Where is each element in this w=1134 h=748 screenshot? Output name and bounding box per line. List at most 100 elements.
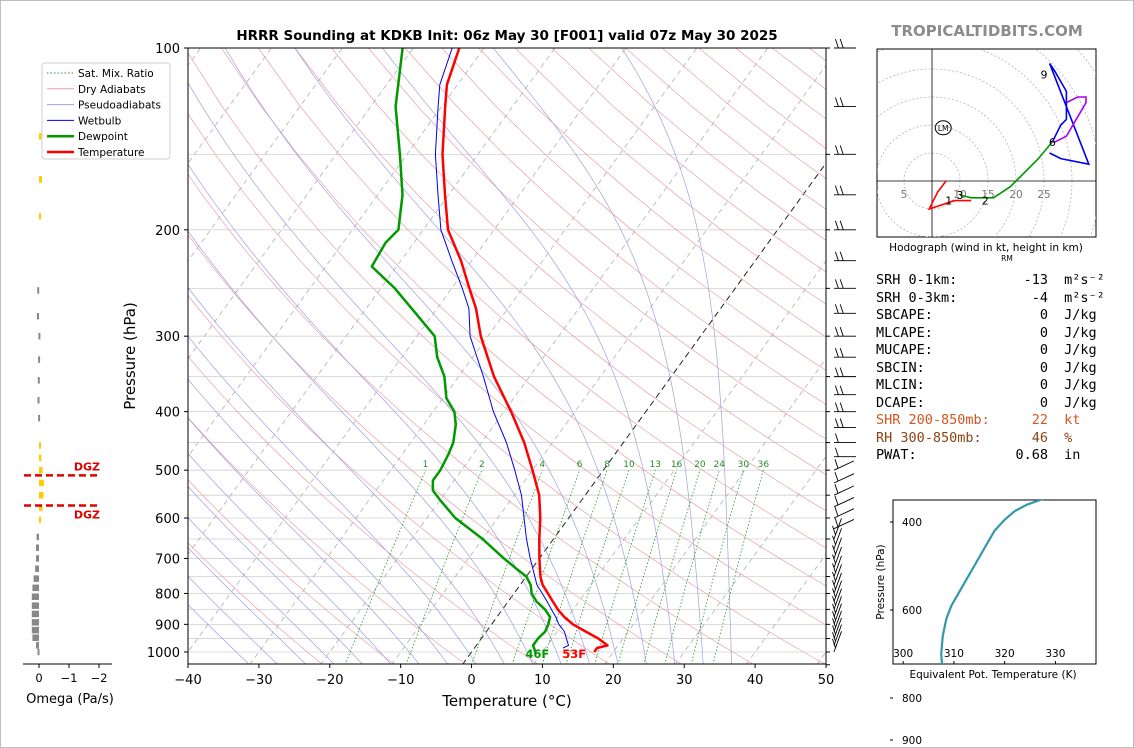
mixing-ratio-label: 16: [671, 460, 683, 470]
wind-barb: [834, 97, 856, 107]
isotherm-line: [188, 48, 414, 360]
index-label: RH 300-850mb:: [876, 429, 982, 446]
omega-bar: [32, 634, 39, 641]
index-row: RH 300-850mb: 46 %: [876, 430, 1106, 448]
hodograph-frame: [876, 48, 1097, 238]
pseudoadiabat: [188, 575, 278, 664]
mixing-ratio-line: [565, 470, 630, 664]
index-row: MLCAPE: 0 J/kg: [876, 325, 1106, 343]
mixing-ratio-label: 1: [423, 460, 429, 470]
theta-y-tick-label: 400: [902, 517, 922, 529]
theta-frame: [892, 499, 1097, 665]
dry-adiabat: [188, 479, 395, 664]
rm-label: RM: [1001, 254, 1013, 263]
hodograph-height-label: 2: [982, 195, 989, 208]
index-label: DCAPE:: [876, 394, 925, 411]
dry-adiabat: [188, 417, 467, 664]
dry-adiabat: [188, 52, 826, 626]
y-tick-label: 500: [155, 464, 180, 479]
omega-bar: [37, 648, 40, 656]
y-tick-label: 200: [155, 224, 180, 239]
x-tick-label: −10: [387, 673, 414, 688]
index-label: SRH 0-1km:: [876, 272, 958, 288]
omega-bar: [39, 466, 43, 474]
x-tick-label: −30: [245, 673, 272, 688]
index-value: 0 J/kg: [1040, 325, 1106, 343]
mixing-ratio-line: [617, 470, 677, 664]
isotherm-line: [604, 357, 826, 664]
legend-entry: Dry Adiabats: [78, 84, 146, 96]
wind-barb: [834, 304, 856, 314]
mixing-ratio-label: 20: [694, 460, 706, 470]
omega-tick-label: −2: [91, 671, 108, 685]
lm-marker: [934, 120, 952, 136]
mixing-ratio-line: [690, 470, 744, 664]
dry-adiabat: [188, 294, 611, 664]
chart-title: HRRR Sounding at KDKB Init: 06z May 30 […: [236, 28, 777, 44]
pseudoadiabat: [493, 48, 704, 664]
index-row: DCAPE: 0 J/kg: [876, 395, 1106, 413]
index-number: -4: [1031, 289, 1048, 306]
mixing-ratio-line: [344, 470, 426, 664]
index-row: SHR 200-850mb: 22 kt: [876, 412, 1106, 430]
wind-barb: [832, 631, 842, 653]
y-tick-label: 600: [155, 512, 180, 527]
wind-barb: [834, 348, 856, 358]
zero-isotherm: [462, 162, 826, 664]
theta-x-tick-label: 310: [944, 648, 964, 660]
isotherm-line: [320, 48, 769, 664]
isotherm-line: [188, 48, 272, 164]
omega-tick-label: −1: [61, 671, 78, 685]
indices-table: SRH 0-1km: -13 m²s⁻² SRH 0-3km: -4 m²s⁻² SBC…: [876, 272, 1106, 465]
hodograph-height-label: 3: [957, 189, 964, 202]
index-label: MLCAPE:: [876, 324, 933, 341]
index-number: 0.68: [1015, 447, 1048, 463]
pseudoadiabat: [188, 163, 562, 664]
mixing-ratio-label: 13: [650, 460, 661, 470]
theta-plot: [940, 500, 1045, 664]
series-wetbulb: [434, 48, 569, 649]
hodograph-height-label: 9: [1041, 69, 1048, 82]
wind-barb: [833, 471, 855, 484]
pseudoadiabat: [188, 82, 591, 664]
dry-adiabat: [331, 48, 826, 476]
mixing-ratio-line: [511, 470, 580, 664]
dry-adiabat: [188, 542, 323, 664]
dgz-label-top: DGZ: [74, 460, 100, 473]
mixing-ratio-label: 8: [604, 460, 610, 470]
index-unit: J/kg: [1056, 324, 1097, 341]
wind-barb: [832, 596, 842, 618]
omega-bar: [32, 584, 39, 592]
wind-barb: [832, 580, 842, 602]
legend-entry: Sat. Mix. Ratio: [78, 68, 154, 80]
x-tick-label: 0: [467, 673, 475, 688]
index-value: 0 J/kg: [1040, 342, 1106, 360]
pseudoadiabat: [382, 48, 676, 664]
pseudoadiabat: [188, 453, 392, 664]
dgz-label-bottom: DGZ: [74, 508, 100, 521]
surface-dewpoint-label: 46F: [525, 647, 549, 661]
y-axis-label: Pressure (hPa): [121, 302, 139, 410]
dry-adiabat: [188, 113, 826, 664]
wind-barb: [832, 528, 842, 550]
wind-barb: [832, 610, 842, 632]
pseudoadiabat: [294, 48, 647, 664]
omega-bar: [39, 516, 41, 523]
wind-barb: [834, 327, 856, 337]
pseudoadiabat: [188, 230, 534, 664]
omega-bar: [37, 397, 40, 404]
x-tick-label: 30: [676, 673, 693, 688]
dry-adiabat: [441, 48, 826, 371]
wind-barb: [832, 555, 842, 577]
wind-barb: [834, 38, 856, 49]
index-value: 46 %: [1032, 430, 1106, 448]
isotherm-line: [188, 48, 556, 555]
theta-x-tick-label: 320: [995, 648, 1015, 660]
omega-bar: [31, 610, 39, 618]
wind-barb: [832, 572, 842, 594]
wind-barb: [834, 145, 856, 155]
isotherm-line: [745, 553, 826, 664]
wind-barb: [832, 518, 842, 540]
